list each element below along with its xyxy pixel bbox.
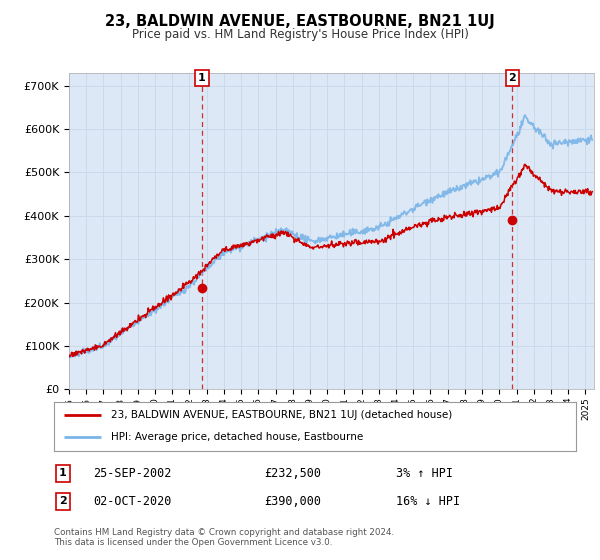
Text: 3% ↑ HPI: 3% ↑ HPI	[396, 466, 453, 480]
Text: 23, BALDWIN AVENUE, EASTBOURNE, BN21 1UJ (detached house): 23, BALDWIN AVENUE, EASTBOURNE, BN21 1UJ…	[112, 410, 452, 421]
Text: £390,000: £390,000	[264, 494, 321, 508]
Text: 2: 2	[59, 496, 67, 506]
Text: 1: 1	[59, 468, 67, 478]
Text: 25-SEP-2002: 25-SEP-2002	[93, 466, 172, 480]
Text: 02-OCT-2020: 02-OCT-2020	[93, 494, 172, 508]
Text: Price paid vs. HM Land Registry's House Price Index (HPI): Price paid vs. HM Land Registry's House …	[131, 28, 469, 41]
Text: HPI: Average price, detached house, Eastbourne: HPI: Average price, detached house, East…	[112, 432, 364, 442]
Text: £232,500: £232,500	[264, 466, 321, 480]
Text: 1: 1	[198, 73, 206, 83]
Text: Contains HM Land Registry data © Crown copyright and database right 2024.
This d: Contains HM Land Registry data © Crown c…	[54, 528, 394, 547]
Text: 23, BALDWIN AVENUE, EASTBOURNE, BN21 1UJ: 23, BALDWIN AVENUE, EASTBOURNE, BN21 1UJ	[105, 14, 495, 29]
Text: 16% ↓ HPI: 16% ↓ HPI	[396, 494, 460, 508]
Text: 2: 2	[508, 73, 516, 83]
